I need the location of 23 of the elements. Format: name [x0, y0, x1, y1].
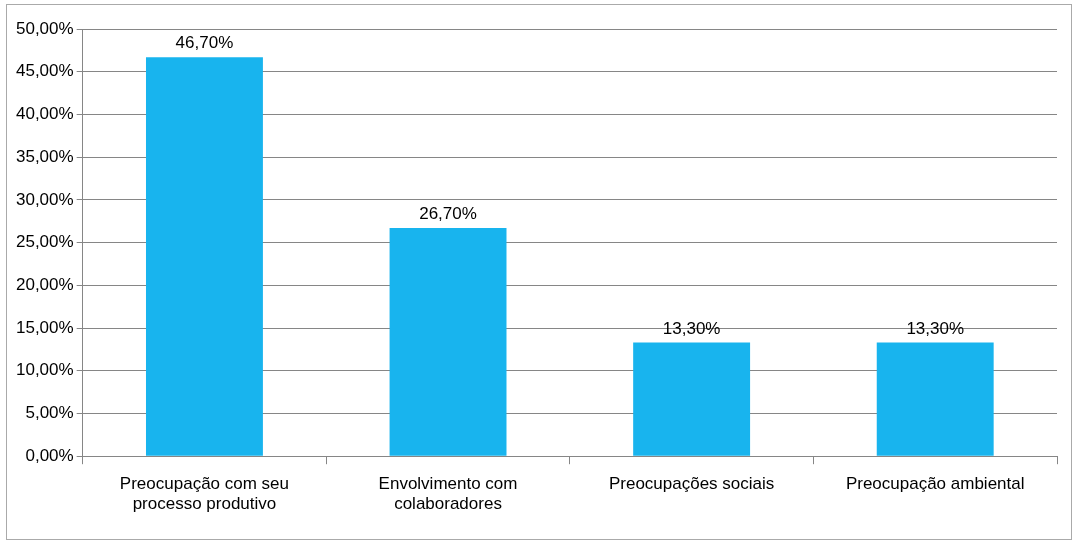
data-label: 46,70%: [175, 33, 234, 53]
y-tick-label: 10,00%: [15, 360, 74, 380]
x-tick-label: Preocupação ambiental: [845, 474, 1025, 494]
y-tick-label: 45,00%: [15, 61, 74, 81]
data-label: 26,70%: [419, 204, 477, 224]
data-label: 13,30%: [906, 318, 965, 338]
y-tick-label: 25,00%: [15, 232, 74, 252]
y-tick-label: 15,00%: [15, 317, 74, 337]
bar: [145, 57, 263, 456]
y-tick-label: 20,00%: [15, 275, 74, 295]
y-tick-label: 30,00%: [15, 189, 74, 209]
y-tick-label: 0,00%: [25, 445, 74, 465]
x-tick-label: Preocupações sociais: [608, 474, 775, 494]
x-tick-label: Preocupação com seu processo produtivo: [119, 474, 290, 514]
bar: [633, 342, 751, 456]
bar: [876, 342, 994, 456]
y-tick-label: 5,00%: [25, 403, 74, 423]
data-label: 13,30%: [662, 318, 721, 338]
x-tick-label: Envolvimento com colaboradores: [378, 474, 518, 514]
y-tick-label: 40,00%: [15, 104, 74, 124]
y-tick-label: 50,00%: [15, 18, 74, 38]
y-tick-label: 35,00%: [15, 146, 74, 166]
bar: [389, 228, 507, 456]
